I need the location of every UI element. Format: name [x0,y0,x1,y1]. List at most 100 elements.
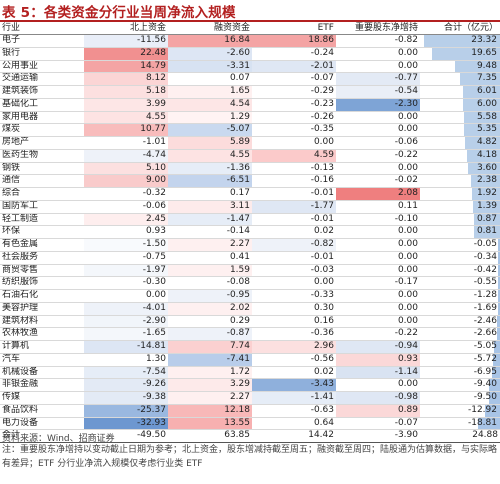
value-cell: 0.16 [252,315,336,329]
header-total: 合计（亿元） [420,22,500,35]
total-value: 9.48 [476,60,497,71]
industry-cell: 基础化工 [0,98,84,112]
value-cell: -1.47 [168,213,252,227]
value-cell: 0.29 [168,315,252,329]
total-value: -0.05 [473,239,497,249]
value-cell: -0.01 [252,213,336,227]
value-cell: 0.00 [336,251,420,265]
total-databar [424,35,500,47]
total-value-cell: 63.85 [168,429,252,443]
industry-cell: 社会服务 [0,251,84,265]
table-row: 家用电器 4.55 1.29 -0.26 0.00 5.58 [0,111,500,125]
value-cell: 14.79 [84,60,168,74]
value-cell: -1.14 [336,366,420,380]
total-cell: -0.55 [420,276,500,290]
table-row: 钢铁 5.10 -1.36 -0.13 0.00 3.60 [0,162,500,176]
industry-cell: 银行 [0,47,84,61]
total-databar [474,213,500,225]
total-cell: 19.65 [420,47,500,61]
value-cell: -0.26 [252,111,336,125]
value-cell: -0.06 [336,136,420,150]
total-cell: -9.40 [420,378,500,392]
total-value: 3.60 [476,162,497,173]
total-cell: -0.05 [420,238,500,252]
total-cell: 23.32 [420,34,500,48]
total-databar [459,73,500,85]
table-row: 基础化工 3.99 4.54 -0.23 -2.30 6.00 [0,98,500,112]
total-cell: 6.01 [420,85,500,99]
total-value-cell: 24.88 [420,429,500,443]
table-row: 交通运输 8.12 0.07 -0.07 -0.77 7.35 [0,72,500,86]
title-rule [0,20,500,22]
value-cell: 0.00 [84,289,168,303]
value-cell: -0.87 [168,327,252,341]
total-databar [471,188,500,200]
total-databar [466,149,500,162]
value-cell: 0.93 [84,225,168,239]
value-cell: 12.18 [168,404,252,418]
total-cell: 3.60 [420,162,500,176]
value-cell: -0.30 [84,276,168,290]
value-cell: 2.27 [168,391,252,405]
value-cell: -0.95 [168,289,252,303]
total-cell: 4.82 [420,136,500,150]
value-cell: 18.86 [252,34,336,48]
value-cell: 1.65 [168,85,252,99]
value-cell: -9.26 [84,378,168,392]
header-industry: 行业 [0,22,84,35]
table-row: 环保 0.93 -0.14 0.02 0.00 0.81 [0,225,500,239]
industry-cell: 轻工制造 [0,213,84,227]
total-value: 5.58 [476,111,497,122]
industry-cell: 煤炭 [0,123,84,137]
value-cell: -0.17 [336,276,420,290]
total-cell: 9.48 [420,60,500,74]
value-cell: -1.97 [84,264,168,278]
value-cell: 9.00 [84,174,168,188]
table-row: 社会服务 -0.75 0.41 -0.01 0.00 -0.34 [0,251,500,265]
value-cell: -5.07 [168,123,252,137]
value-cell: 0.00 [336,378,420,392]
value-cell: -0.23 [252,98,336,112]
total-value: 0.81 [476,226,497,237]
industry-cell: 食品饮料 [0,404,84,418]
header-row: 行业 北上资金 融资资金 ETF 重要股东净增持 合计（亿元） [0,22,500,35]
value-cell: 0.11 [336,200,420,214]
table-row: 机械设备 -7.54 1.72 0.02 -1.14 -6.95 [0,366,500,380]
value-cell: -2.30 [336,98,420,112]
value-cell: 16.84 [168,34,252,48]
value-cell: 0.00 [336,289,420,303]
total-cell: 0.87 [420,213,500,227]
value-cell: 0.07 [168,72,252,86]
value-cell: 4.55 [84,111,168,125]
value-cell: 4.59 [252,149,336,163]
total-value: -2.66 [473,328,497,339]
value-cell: 0.17 [168,187,252,201]
value-cell: 10.77 [84,123,168,137]
total-databar [472,200,500,213]
table-row: 综合 -0.32 0.17 -0.01 2.08 1.92 [0,187,500,201]
total-value: -0.34 [473,251,497,262]
value-cell: -2.01 [252,60,336,74]
value-cell: -0.56 [252,353,336,367]
value-cell: -0.82 [252,238,336,252]
value-cell: -0.24 [252,47,336,61]
value-cell: -4.74 [84,149,168,163]
total-databar [465,137,500,149]
total-value: 1.92 [476,188,497,198]
table-row: 非银金融 -9.26 3.29 -3.43 0.00 -9.40 [0,378,500,392]
table-row: 通信 9.00 -6.51 -0.16 -0.02 2.38 [0,174,500,188]
total-databar [498,302,500,315]
value-cell: 5.89 [168,136,252,150]
value-cell: 4.55 [168,149,252,163]
total-cell: -9.50 [420,391,500,405]
industry-cell: 美容护理 [0,302,84,316]
value-cell: 3.11 [168,200,252,214]
value-cell: -9.38 [84,391,168,405]
value-cell: -0.07 [252,72,336,86]
value-cell: 3.99 [84,98,168,112]
total-value: -0.55 [473,277,497,288]
total-value: 5.35 [476,124,497,135]
value-cell: 1.29 [168,111,252,125]
total-value: -6.95 [473,366,497,377]
value-cell: -1.65 [84,327,168,341]
